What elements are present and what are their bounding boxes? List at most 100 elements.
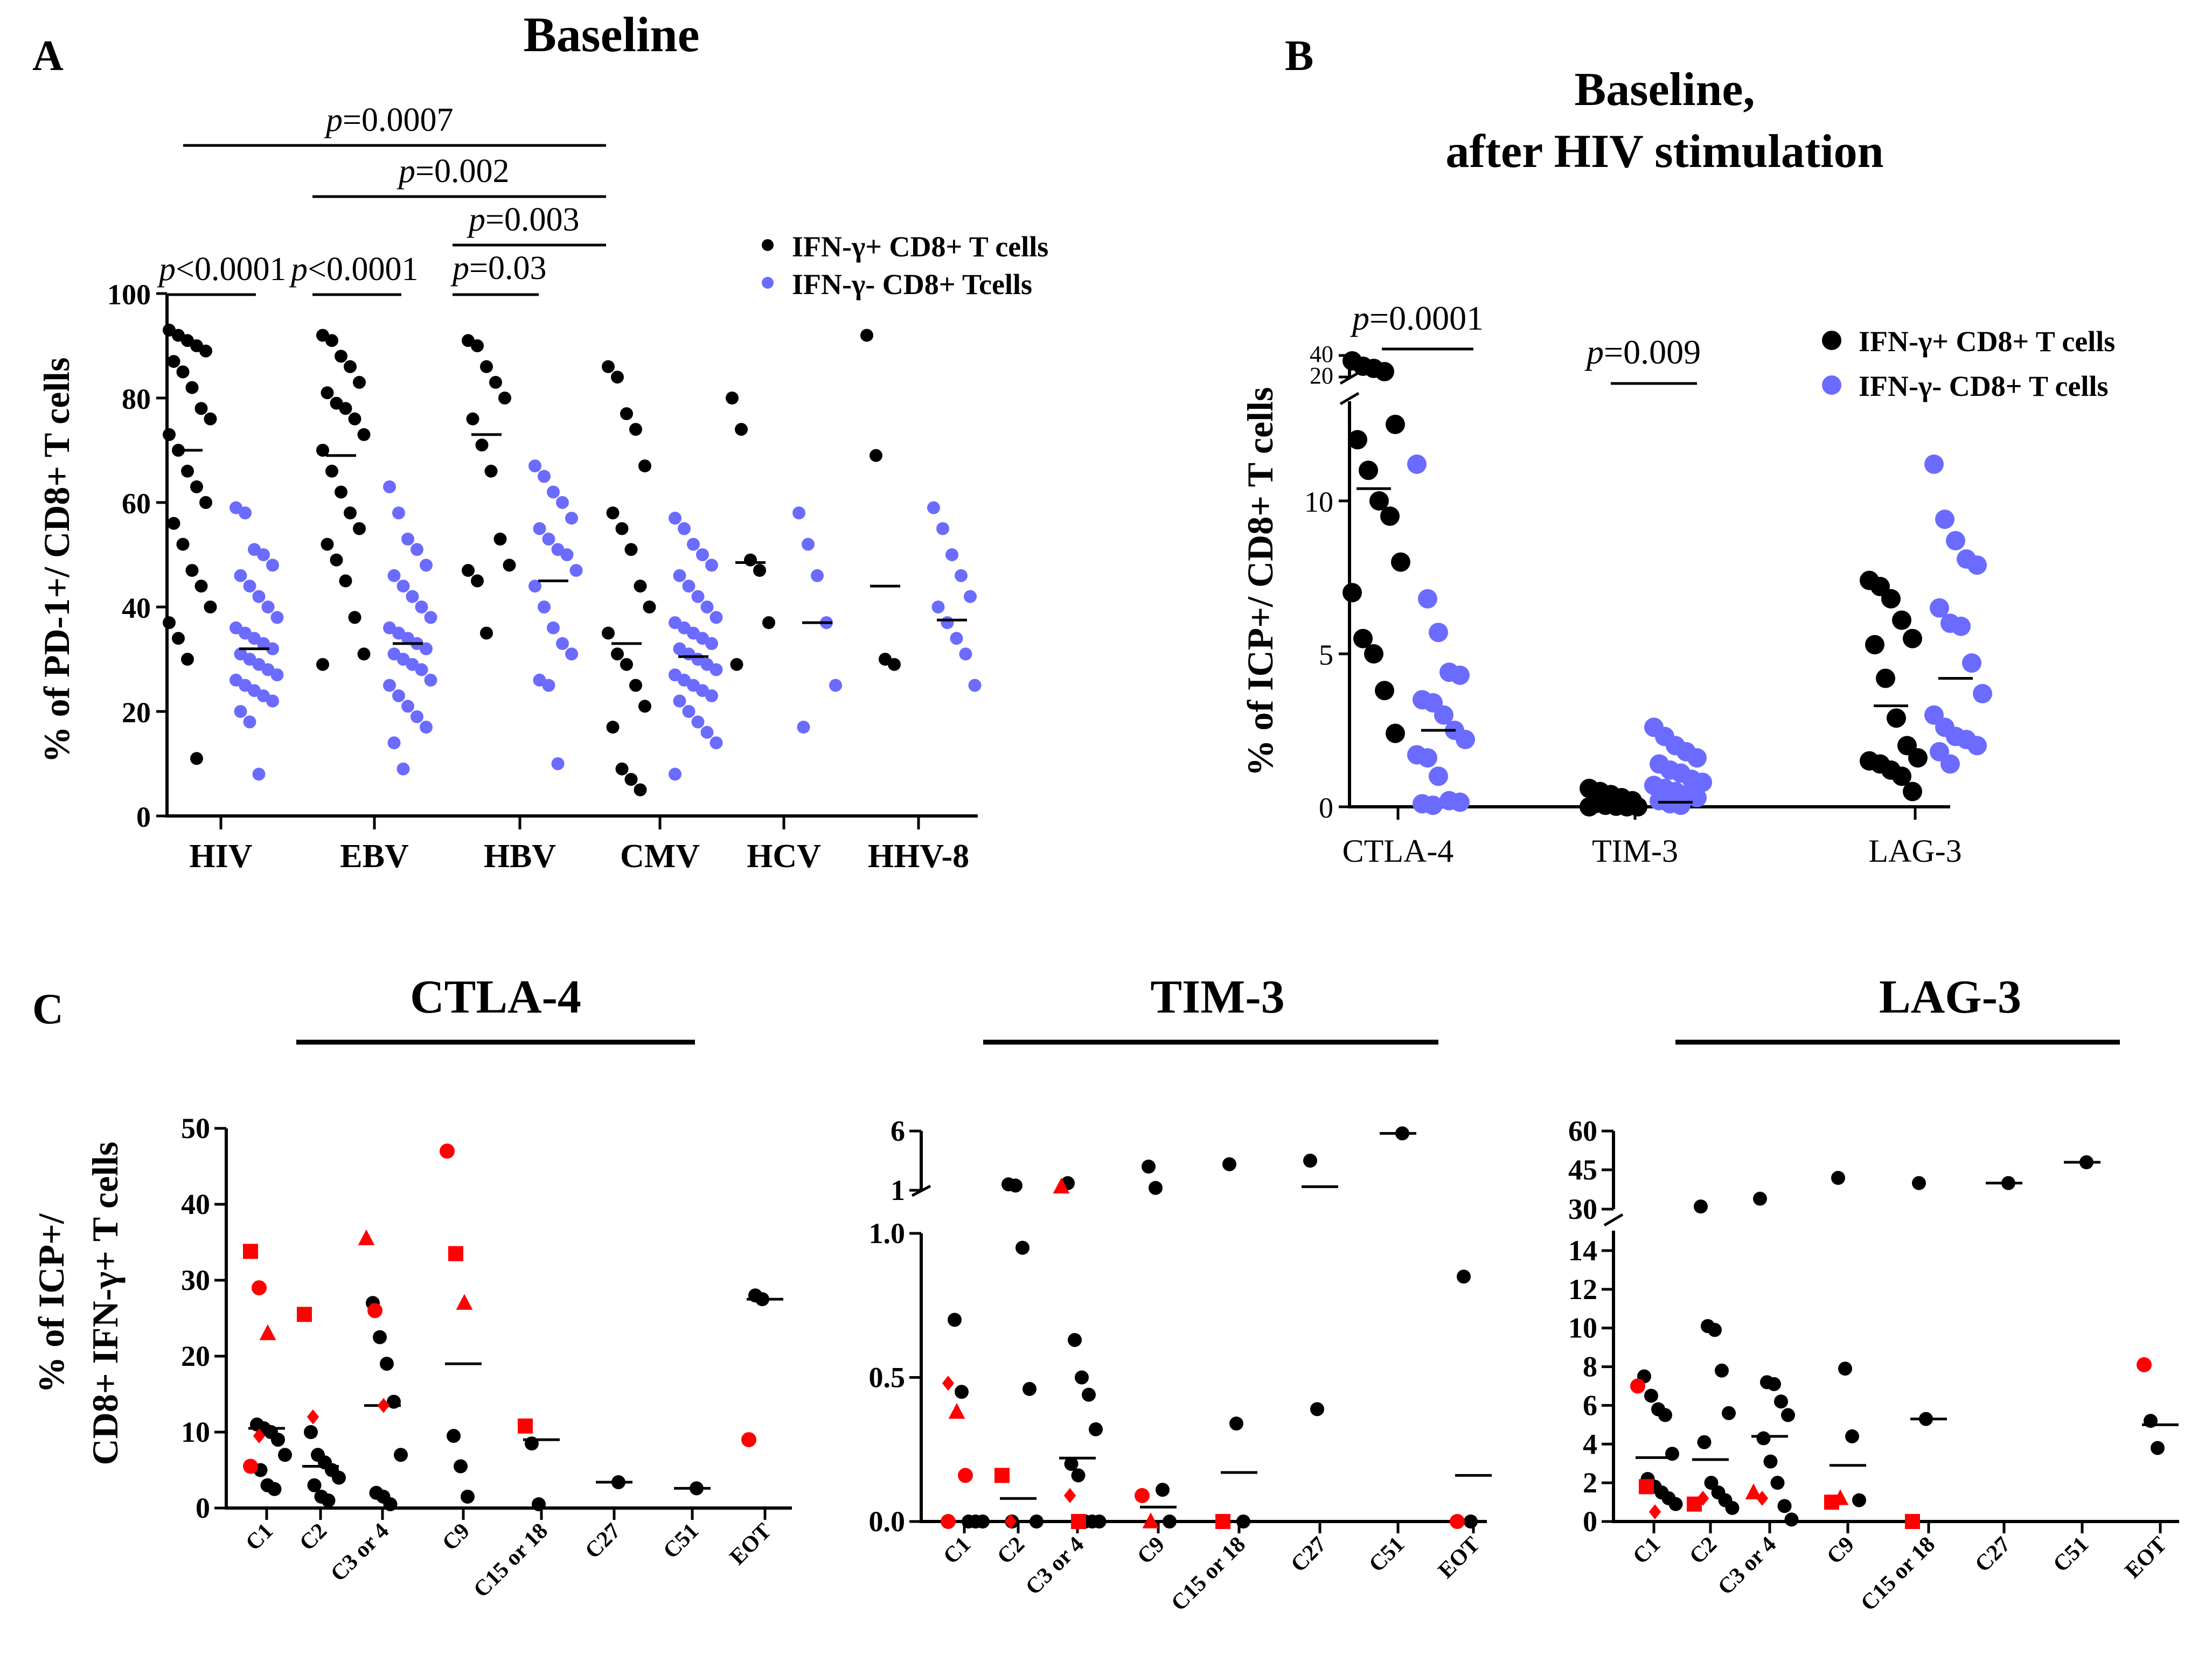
b-point-ifn-neg [1967,555,1987,575]
a-point-ifn-neg [392,689,405,702]
a-point-ifn-pos [335,485,347,499]
c1-point-red-circle [367,1303,382,1318]
a-point-ifn-pos [204,412,217,425]
b-point-ifn-neg [1946,531,1965,550]
b-point-ifn-pos [1865,634,1884,654]
legend-label-ifn-neg: IFN-γ- CD8+ Tcells [792,268,1032,301]
a-point-ifn-pos [860,329,873,342]
a-point-ifn-pos [167,355,180,368]
c3-point-red-circle [2137,1357,2152,1372]
a-point-ifn-pos [611,647,624,661]
c1-point-black [271,1433,285,1447]
b-point-ifn-pos [1348,430,1367,450]
c2-xtick-label: C27 [1286,1532,1331,1578]
a-point-ifn-neg [678,522,691,535]
panel-c-lag3-title: LAG-3 [1879,971,2021,1023]
a-point-ifn-neg [696,548,709,561]
a-point-ifn-neg [397,762,410,776]
a-point-ifn-neg [420,559,433,572]
a-point-ifn-pos [330,553,343,567]
a-point-ifn-pos [316,444,329,457]
a-point-ifn-neg [811,569,824,582]
c2-point-red-circle [941,1514,956,1529]
c2-point-black [1089,1422,1103,1436]
c2-point-red-triangle [1053,1177,1070,1194]
a-point-ifn-pos [475,438,489,452]
b-point-ifn-neg [1450,665,1470,685]
b-point-ifn-neg [1973,683,1992,703]
c2-ytick-label: 1 [891,1174,905,1206]
c3-point-red-triangle [1832,1489,1849,1505]
panel-a-ylabel: % of PD-1+/ CD8+ T cells [36,357,77,763]
b-point-ifn-neg [1940,754,1960,774]
panel-a-legend: IFN-γ+ CD8+ T cells IFN-γ- CD8+ Tcells [762,231,1048,301]
b-point-ifn-neg [1962,653,1981,673]
a-point-ifn-pos [730,658,743,671]
c2-point-black [1071,1468,1086,1483]
b-point-ifn-pos [1391,552,1410,572]
a-point-ifn-pos [602,626,615,640]
c3-ytick-label: 12 [1568,1273,1597,1306]
c2-point-black [1457,1269,1471,1284]
c2-ytick-label: 6 [891,1115,905,1147]
c3-xtick-label: C9 [1822,1532,1859,1569]
a-point-ifn-neg [700,725,714,739]
c1-point-red-diamond [377,1398,390,1413]
a-point-ifn-pos [480,626,493,640]
a-point-ifn-neg [669,767,681,781]
a-point-ifn-neg [257,548,270,561]
b-point-ifn-pos [1375,681,1394,701]
legend-b-marker-ifn-pos [1822,331,1841,350]
c3-xtick-label: C1 [1628,1532,1665,1569]
a-point-ifn-pos [353,375,366,389]
c3-point-red-diamond [1756,1490,1769,1506]
a-point-ifn-pos [335,350,347,363]
c2-point-red-circle [1135,1488,1150,1503]
panel-label-a: A [32,32,64,80]
c3-xtick-label: C27 [1970,1532,2015,1578]
c2-point-red-square [1071,1514,1086,1529]
legend-marker-ifn-pos [762,239,774,251]
a-point-ifn-neg [420,642,433,655]
a-point-ifn-pos [204,601,217,613]
a-point-ifn-pos [606,721,620,734]
c3-xtick-label: C51 [2048,1532,2093,1578]
c2-ytick-label: 0.5 [869,1362,906,1394]
c2-ytick-label: 0.0 [869,1505,906,1538]
a-point-ifn-neg [528,459,541,473]
c1-point-red-triangle [259,1324,276,1341]
c2-point-red-circle [1450,1514,1465,1529]
b-point-ifn-neg [1967,736,1987,756]
svg-text:p=0.03: p=0.03 [450,250,546,287]
a-point-ifn-pos [194,580,208,593]
panel-b-significance: p=0.0001 p=0.009 [1350,299,1701,385]
b-ytick-label: 20 [1310,362,1333,389]
c3-point-black [1658,1408,1672,1422]
b-point-ifn-pos [1903,629,1922,648]
a-point-ifn-neg [239,506,252,520]
a-point-ifn-neg [941,616,954,630]
a-point-ifn-neg [270,668,284,682]
c3-point-black [1694,1199,1708,1214]
a-point-ifn-neg [528,580,541,593]
a-point-ifn-neg [709,611,723,624]
b-point-ifn-neg [1951,616,1971,636]
c1-point-red-diamond [307,1409,319,1425]
c2-point-red-square [1215,1514,1230,1529]
a-point-ifn-neg [931,601,945,613]
a-point-ifn-neg [673,569,686,582]
panel-c-ylabel-line1: % of ICP+/ [31,1213,72,1393]
a-point-ifn-pos [480,360,493,373]
a-point-ifn-neg [687,538,700,551]
svg-text:p<0.0001: p<0.0001 [289,251,418,288]
c1-xtick-label: C3 or 4 [326,1519,394,1587]
c2-point-black [955,1385,969,1399]
c2-xtick-label: C51 [1364,1532,1409,1578]
b-point-ifn-neg [1450,792,1470,812]
a-point-ifn-neg [792,506,805,520]
b-point-ifn-neg [1429,623,1448,643]
a-point-ifn-pos [176,538,190,551]
a-xtick-label: HBV [484,838,557,875]
c1-ytick-label: 30 [181,1264,210,1296]
